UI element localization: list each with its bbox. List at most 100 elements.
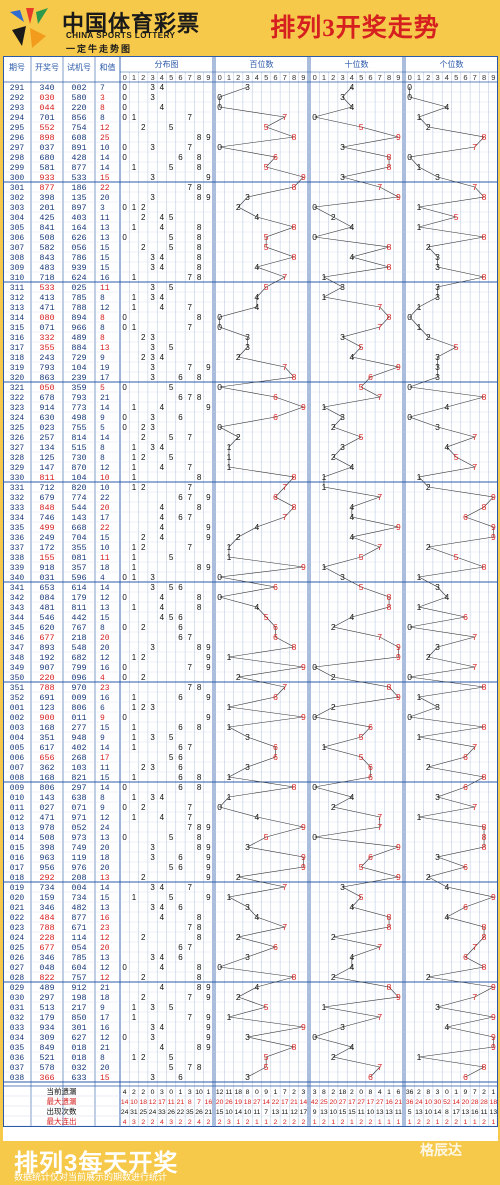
sum-value: 15 (100, 894, 110, 903)
distribution-digit: 1 (132, 483, 137, 492)
draw-number: 822 (39, 973, 54, 983)
trend-point: 5 (359, 862, 364, 872)
digit-label: 7 (473, 73, 477, 82)
trend-point: 7 (282, 112, 287, 122)
distribution-digit: 9 (206, 713, 211, 722)
period-number: 313 (10, 304, 25, 313)
stats-value: 13 (385, 1109, 393, 1116)
distribution-digit: 8 (197, 833, 202, 842)
sum-value: 15 (100, 254, 110, 263)
stats-value: 11 (481, 1109, 488, 1116)
sum-value: 9 (100, 414, 105, 423)
period-number: 297 (10, 144, 25, 153)
distribution-digit: 0 (122, 673, 127, 682)
distribution-digit: 8 (197, 473, 202, 482)
distribution-digit: 7 (188, 183, 193, 192)
stats-value: 17 (348, 1099, 356, 1106)
stats-value: 2 (218, 1119, 222, 1126)
trend-point: 3 (435, 582, 440, 592)
trend-point: 7 (377, 632, 382, 642)
sum-value: 14 (100, 584, 110, 593)
stats-value: 2 (301, 1119, 305, 1126)
stats-value: 16 (385, 1099, 393, 1106)
sum-value: 8 (100, 314, 105, 323)
stats-value: 12 (290, 1109, 298, 1116)
test-number: 948 (71, 733, 86, 743)
stats-value: 3 (301, 1089, 305, 1096)
distribution-digit: 2 (141, 873, 146, 882)
draw-number: 581 (39, 163, 54, 173)
distribution-digit: 2 (141, 203, 146, 212)
distribution-digit: 3 (150, 83, 155, 92)
trend-point: 3 (435, 362, 440, 372)
distribution-digit: 0 (122, 803, 127, 812)
trend-point: 1 (417, 322, 422, 332)
period-number: 021 (10, 904, 25, 913)
stats-value: 15 (216, 1109, 224, 1116)
trend-point: 0 (312, 712, 317, 722)
sum-value: 20 (100, 864, 110, 873)
distribution-digit: 3 (150, 93, 155, 102)
trend-point: 7 (472, 802, 477, 812)
distribution-digit: 4 (160, 463, 165, 472)
stats-value: 9 (264, 1089, 268, 1096)
distribution-digit: 7 (188, 483, 193, 492)
trend-point: 6 (273, 692, 278, 702)
trend-point: 3 (340, 92, 345, 102)
trend-point: 0 (312, 202, 317, 212)
distribution-digit: 1 (132, 573, 137, 582)
distribution-digit: 4 (160, 793, 165, 802)
stats-value: 2 (445, 1119, 449, 1126)
distribution-digit: 4 (160, 263, 165, 272)
trend-point: 6 (463, 902, 468, 912)
trend-point: 8 (482, 562, 487, 572)
period-number: 303 (10, 204, 25, 213)
stats-value: 10 (244, 1109, 252, 1116)
period-number: 350 (10, 674, 25, 683)
stats-value: 18 (234, 1089, 242, 1096)
draw-number: 900 (39, 713, 54, 723)
test-number: 096 (71, 673, 86, 683)
trend-point: 3 (340, 442, 345, 452)
distribution-digit: 3 (150, 1003, 155, 1012)
sum-value: 15 (100, 614, 110, 623)
trend-point: 2 (331, 972, 336, 982)
trend-point: 1 (322, 482, 327, 492)
stats-value: 22 (177, 1109, 185, 1116)
trend-point: 0 (312, 112, 317, 122)
trend-point: 9 (396, 872, 401, 882)
trend-point: 9 (301, 822, 306, 832)
trend-point: 3 (435, 352, 440, 362)
lottery-logo-icon (10, 8, 48, 48)
distribution-digit: 8 (197, 1043, 202, 1052)
draw-number: 849 (39, 1043, 54, 1053)
stats-value: 7 (473, 1089, 477, 1096)
distribution-digit: 9 (206, 983, 211, 992)
distribution-digit: 6 (178, 393, 183, 402)
draw-number: 701 (39, 113, 54, 123)
draw-number: 123 (39, 703, 54, 713)
sum-value: 15 (100, 724, 110, 733)
trend-point: 5 (359, 752, 364, 762)
stats-value: 28 (480, 1099, 488, 1106)
distribution-digit: 9 (206, 403, 211, 412)
stats-value: 3 (160, 1089, 164, 1096)
page-title: 排列3开奖走势 (270, 15, 440, 42)
trend-point: 8 (292, 372, 297, 382)
test-number: 624 (71, 273, 86, 283)
trend-point: 1 (417, 112, 422, 122)
stats-value: 36 (406, 1099, 414, 1106)
trend-point: 8 (482, 682, 487, 692)
trend-point: 5 (454, 552, 459, 562)
stats-value: 10 (367, 1109, 375, 1116)
period-number: 346 (10, 634, 25, 643)
draw-number: 679 (39, 493, 54, 503)
trend-point: 2 (236, 992, 241, 1002)
stats-value: 2 (369, 1119, 373, 1126)
stats-value: 24 (415, 1099, 423, 1106)
trend-point: 5 (264, 232, 269, 242)
stats-value: 27 (253, 1099, 261, 1106)
digit-label: 6 (368, 73, 372, 82)
distribution-digit: 5 (169, 453, 174, 462)
test-number: 355 (71, 543, 86, 553)
